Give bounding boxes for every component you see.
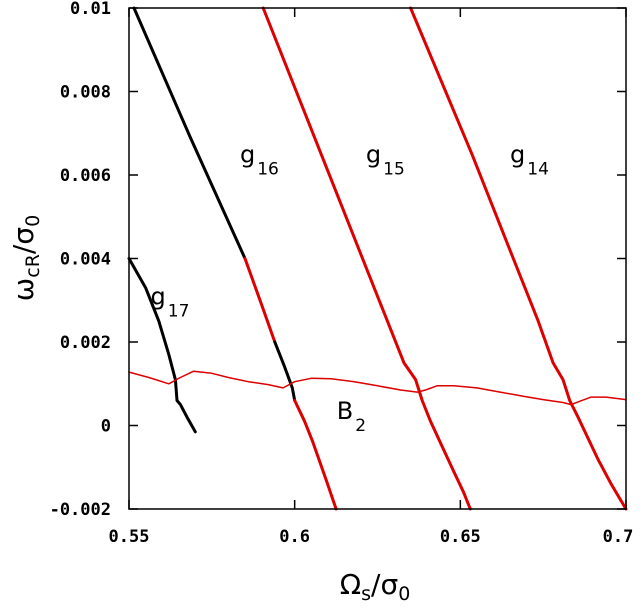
series-g14-segment-1: [409, 6, 628, 511]
curve-label-g17: g17: [151, 282, 190, 321]
chart-curves: [127, 6, 628, 511]
series-B2-segment-1: [128, 370, 627, 406]
series-g16-segment-1: [132, 6, 247, 260]
series-g16: [132, 6, 338, 511]
y-tick-label: 0.008: [60, 83, 111, 103]
series-g15-segment-1: [261, 6, 472, 511]
y-tick-label: 0.004: [60, 250, 111, 270]
y-tick-label: 0: [101, 417, 111, 437]
series-g14: [409, 6, 628, 511]
curve-label-B2: B2: [337, 397, 366, 436]
plot-frame: [128, 7, 627, 510]
y-tick-label: 0.01: [70, 0, 111, 19]
series-B2: [128, 370, 627, 406]
y-axis-title: ωcR/σ0: [7, 215, 44, 301]
curve-label-g16: g16: [240, 140, 279, 179]
x-tick-label: 0.6: [279, 527, 310, 547]
series-g16-segment-3: [273, 340, 297, 402]
curve-label-g14: g14: [510, 140, 549, 179]
series-g15: [261, 6, 472, 511]
y-tick-label: 0.002: [60, 333, 111, 353]
y-tick-label: -0.002: [50, 500, 111, 520]
series-g16-segment-4: [293, 399, 338, 511]
x-tick-label: 0.65: [440, 527, 481, 547]
axis-ticks: 0.55 0.6 0.65 0.7 -0.002 0 0.002 0.004 0.006 0.00…: [50, 0, 634, 547]
series-g16-segment-2: [243, 257, 277, 344]
x-tick-label: 0.7: [603, 527, 634, 547]
curve-label-g15: g15: [366, 140, 405, 179]
x-tick-label: 0.55: [109, 527, 150, 547]
curve-labels: g17 g16 g15 g14 B2: [151, 140, 549, 436]
x-axis-title: Ωs/σ0: [340, 568, 411, 605]
y-tick-label: 0.006: [60, 166, 111, 186]
